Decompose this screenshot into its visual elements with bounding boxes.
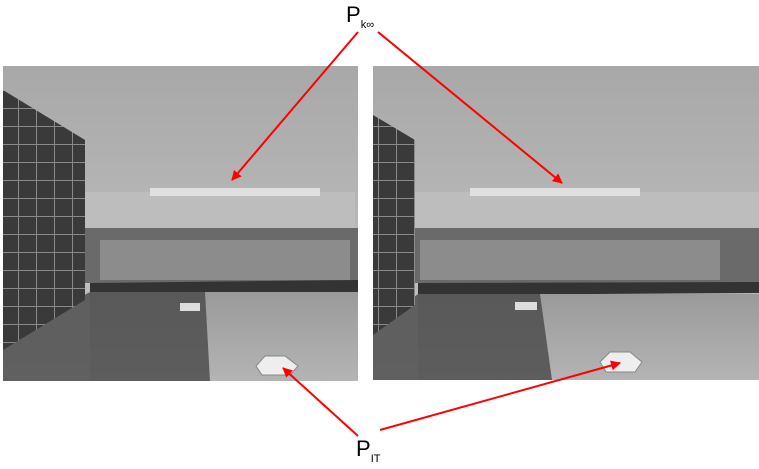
arrow: [282, 367, 359, 437]
arrow: [231, 31, 359, 181]
label-main: P: [346, 2, 361, 27]
right-photo: [373, 66, 759, 380]
label-bottom: PIT: [356, 436, 381, 465]
label-main: P: [356, 436, 371, 461]
left-photo: [3, 66, 358, 381]
label-top: Pk∞: [346, 2, 374, 31]
arrow: [377, 31, 563, 184]
label-sub: k∞: [361, 19, 374, 31]
arrow: [379, 360, 621, 431]
label-sub: IT: [371, 453, 381, 465]
arrows: [231, 31, 621, 437]
